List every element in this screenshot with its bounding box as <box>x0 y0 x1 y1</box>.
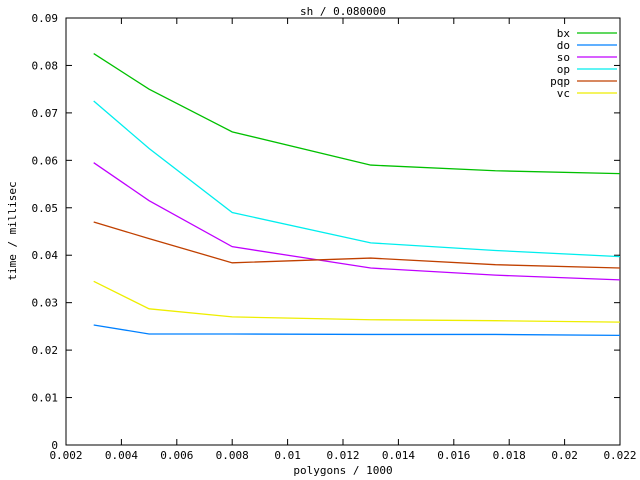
chart-title: sh / 0.080000 <box>300 5 386 18</box>
x-tick-label: 0.008 <box>216 449 249 462</box>
y-tick-label: 0.04 <box>32 249 59 262</box>
plot-border <box>65 17 621 446</box>
x-tick-label: 0.012 <box>326 449 359 462</box>
series-line-do <box>93 324 621 337</box>
y-tick-label: 0.07 <box>32 107 59 120</box>
legend-label: vc <box>557 87 570 100</box>
legend-entry-vc: vc <box>557 87 617 100</box>
data-series <box>93 53 621 337</box>
x-tick-label: 0.016 <box>437 449 470 462</box>
legend-label: bx <box>557 27 571 40</box>
x-tick-label: 0.004 <box>105 449 138 462</box>
legend-entry-do: do <box>557 39 617 52</box>
series-line-bx <box>93 53 621 175</box>
series-line-so <box>93 162 621 281</box>
axes: 0.002 0.004 0.006 0.008 0.01 0.012 0.014 0.016 0… <box>32 12 637 462</box>
y-axis-label: time / millisec <box>6 181 19 280</box>
legend-entry-so: so <box>557 51 617 64</box>
legend-entry-pqp: pqp <box>550 75 617 88</box>
series-line-op <box>93 100 621 258</box>
y-tick-label: 0.09 <box>32 12 59 25</box>
y-tick-label: 0.06 <box>32 154 59 167</box>
y-tick-label: 0.05 <box>32 202 59 215</box>
x-tick-label: 0.02 <box>551 449 578 462</box>
legend-label: op <box>557 63 570 76</box>
legend-label: do <box>557 39 570 52</box>
legend-entry-bx: bx <box>557 27 617 40</box>
x-tick-label: 0.006 <box>160 449 193 462</box>
x-tick-label: 0.022 <box>603 449 636 462</box>
x-tick-label: 0.018 <box>493 449 526 462</box>
series-line-vc <box>93 280 621 323</box>
x-tick-label: 0.002 <box>49 449 82 462</box>
x-axis-label: polygons / 1000 <box>293 464 392 477</box>
legend-entry-op: op <box>557 63 617 76</box>
x-tick-label: 0.01 <box>274 449 301 462</box>
y-tick-label: 0.01 <box>32 392 59 405</box>
series-line-pqp <box>93 221 621 269</box>
x-tick-label: 0.014 <box>382 449 415 462</box>
y-tick-label: 0.02 <box>32 344 59 357</box>
legend-label: so <box>557 51 570 64</box>
y-tick-label: 0 <box>51 439 58 452</box>
y-tick-label: 0.03 <box>32 297 59 310</box>
legend-label: pqp <box>550 75 570 88</box>
y-tick-label: 0.08 <box>32 59 59 72</box>
